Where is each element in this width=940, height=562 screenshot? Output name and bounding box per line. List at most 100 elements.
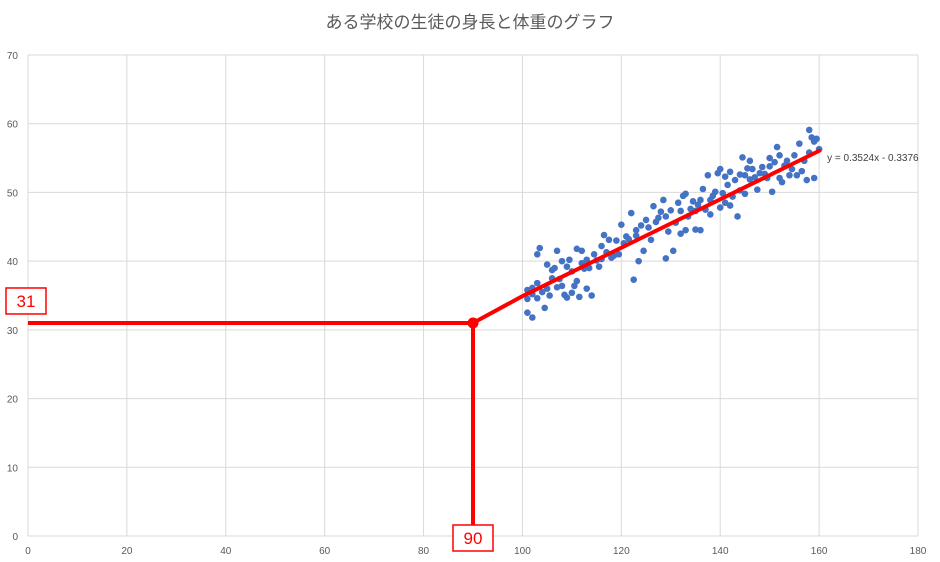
data-point (566, 256, 573, 264)
data-point (744, 165, 751, 172)
data-points (524, 126, 823, 321)
data-point (813, 135, 820, 143)
data-point (568, 289, 576, 297)
data-point (635, 257, 642, 265)
data-point (778, 178, 786, 186)
data-point (660, 196, 667, 204)
x-tick-label: 160 (811, 546, 828, 557)
x-value-callout-box (452, 524, 494, 552)
data-point (677, 230, 684, 237)
data-point (573, 277, 581, 285)
x-value-callout-label: 90 (464, 529, 483, 548)
x-tick-label: 80 (418, 546, 430, 557)
x-tick-label: 120 (613, 546, 630, 557)
data-point (687, 205, 694, 213)
x-axis-ticks: 0 20 40 60 80 100 120 140 160 180 (25, 546, 927, 557)
y-tick-label: 60 (7, 120, 19, 131)
data-point (662, 213, 670, 220)
data-point (632, 226, 640, 234)
data-point (788, 165, 796, 173)
data-point (558, 282, 566, 290)
data-point (563, 263, 571, 270)
data-point (669, 247, 677, 255)
data-point (583, 256, 591, 264)
data-point (786, 171, 793, 179)
data-point (595, 263, 603, 270)
data-point (707, 211, 714, 218)
data-point (726, 202, 734, 209)
y-tick-label: 30 (7, 326, 19, 337)
data-point (625, 235, 633, 243)
data-point (746, 176, 754, 183)
y-axis-ticks: 0 10 20 30 40 50 60 70 (7, 51, 19, 543)
data-point (741, 171, 749, 179)
data-point (546, 292, 553, 299)
data-point (716, 204, 724, 211)
data-point (640, 247, 647, 255)
y-tick-label: 70 (7, 51, 19, 62)
data-point (682, 190, 689, 198)
data-point (650, 202, 657, 210)
data-point (657, 208, 665, 215)
data-point (746, 157, 754, 165)
data-point (749, 165, 756, 173)
data-point (662, 255, 670, 262)
trendline-extension (471, 294, 525, 325)
data-point (731, 176, 739, 184)
data-point (590, 250, 598, 258)
data-point (793, 171, 801, 179)
data-point (734, 213, 741, 220)
data-point (665, 228, 672, 235)
data-point (741, 190, 749, 198)
data-point (796, 140, 803, 147)
data-point (798, 167, 806, 175)
data-point (615, 250, 623, 258)
data-point (721, 199, 729, 207)
data-point (541, 304, 548, 312)
data-point (563, 294, 571, 301)
x-tick-label: 0 (25, 546, 31, 557)
chart-title: ある学校の生徒の身長と体重のグラフ (325, 13, 615, 33)
data-point (553, 283, 561, 291)
data-point (692, 226, 699, 233)
x-tick-label: 20 (121, 546, 133, 557)
data-point (627, 209, 635, 217)
y-value-callout-label: 31 (17, 292, 36, 311)
data-point (524, 295, 531, 303)
x-tick-label: 100 (514, 546, 531, 557)
data-point (704, 171, 712, 179)
data-point (724, 181, 731, 189)
data-point (674, 199, 682, 207)
data-point (583, 285, 591, 292)
data-point (533, 294, 541, 302)
data-point (739, 154, 746, 161)
data-point (667, 206, 675, 214)
data-point (529, 314, 536, 321)
data-point (736, 171, 744, 178)
data-point (719, 189, 726, 197)
data-point (697, 226, 704, 234)
data-point (533, 279, 541, 287)
data-point (756, 169, 764, 177)
data-point (766, 163, 773, 170)
data-point (553, 247, 561, 255)
data-point (711, 188, 719, 196)
data-point (536, 244, 544, 252)
data-point (758, 163, 766, 171)
data-point (588, 292, 595, 299)
data-point (573, 245, 581, 253)
data-point (647, 236, 655, 244)
data-point (697, 196, 704, 204)
data-point (655, 214, 662, 222)
data-point (803, 176, 811, 184)
data-point (600, 231, 608, 239)
x-tick-label: 40 (220, 546, 232, 557)
y-tick-label: 40 (7, 257, 19, 268)
data-point (699, 185, 707, 193)
data-point (754, 186, 761, 193)
x-tick-label: 60 (319, 546, 331, 557)
data-point (773, 143, 781, 151)
data-point (551, 264, 558, 272)
